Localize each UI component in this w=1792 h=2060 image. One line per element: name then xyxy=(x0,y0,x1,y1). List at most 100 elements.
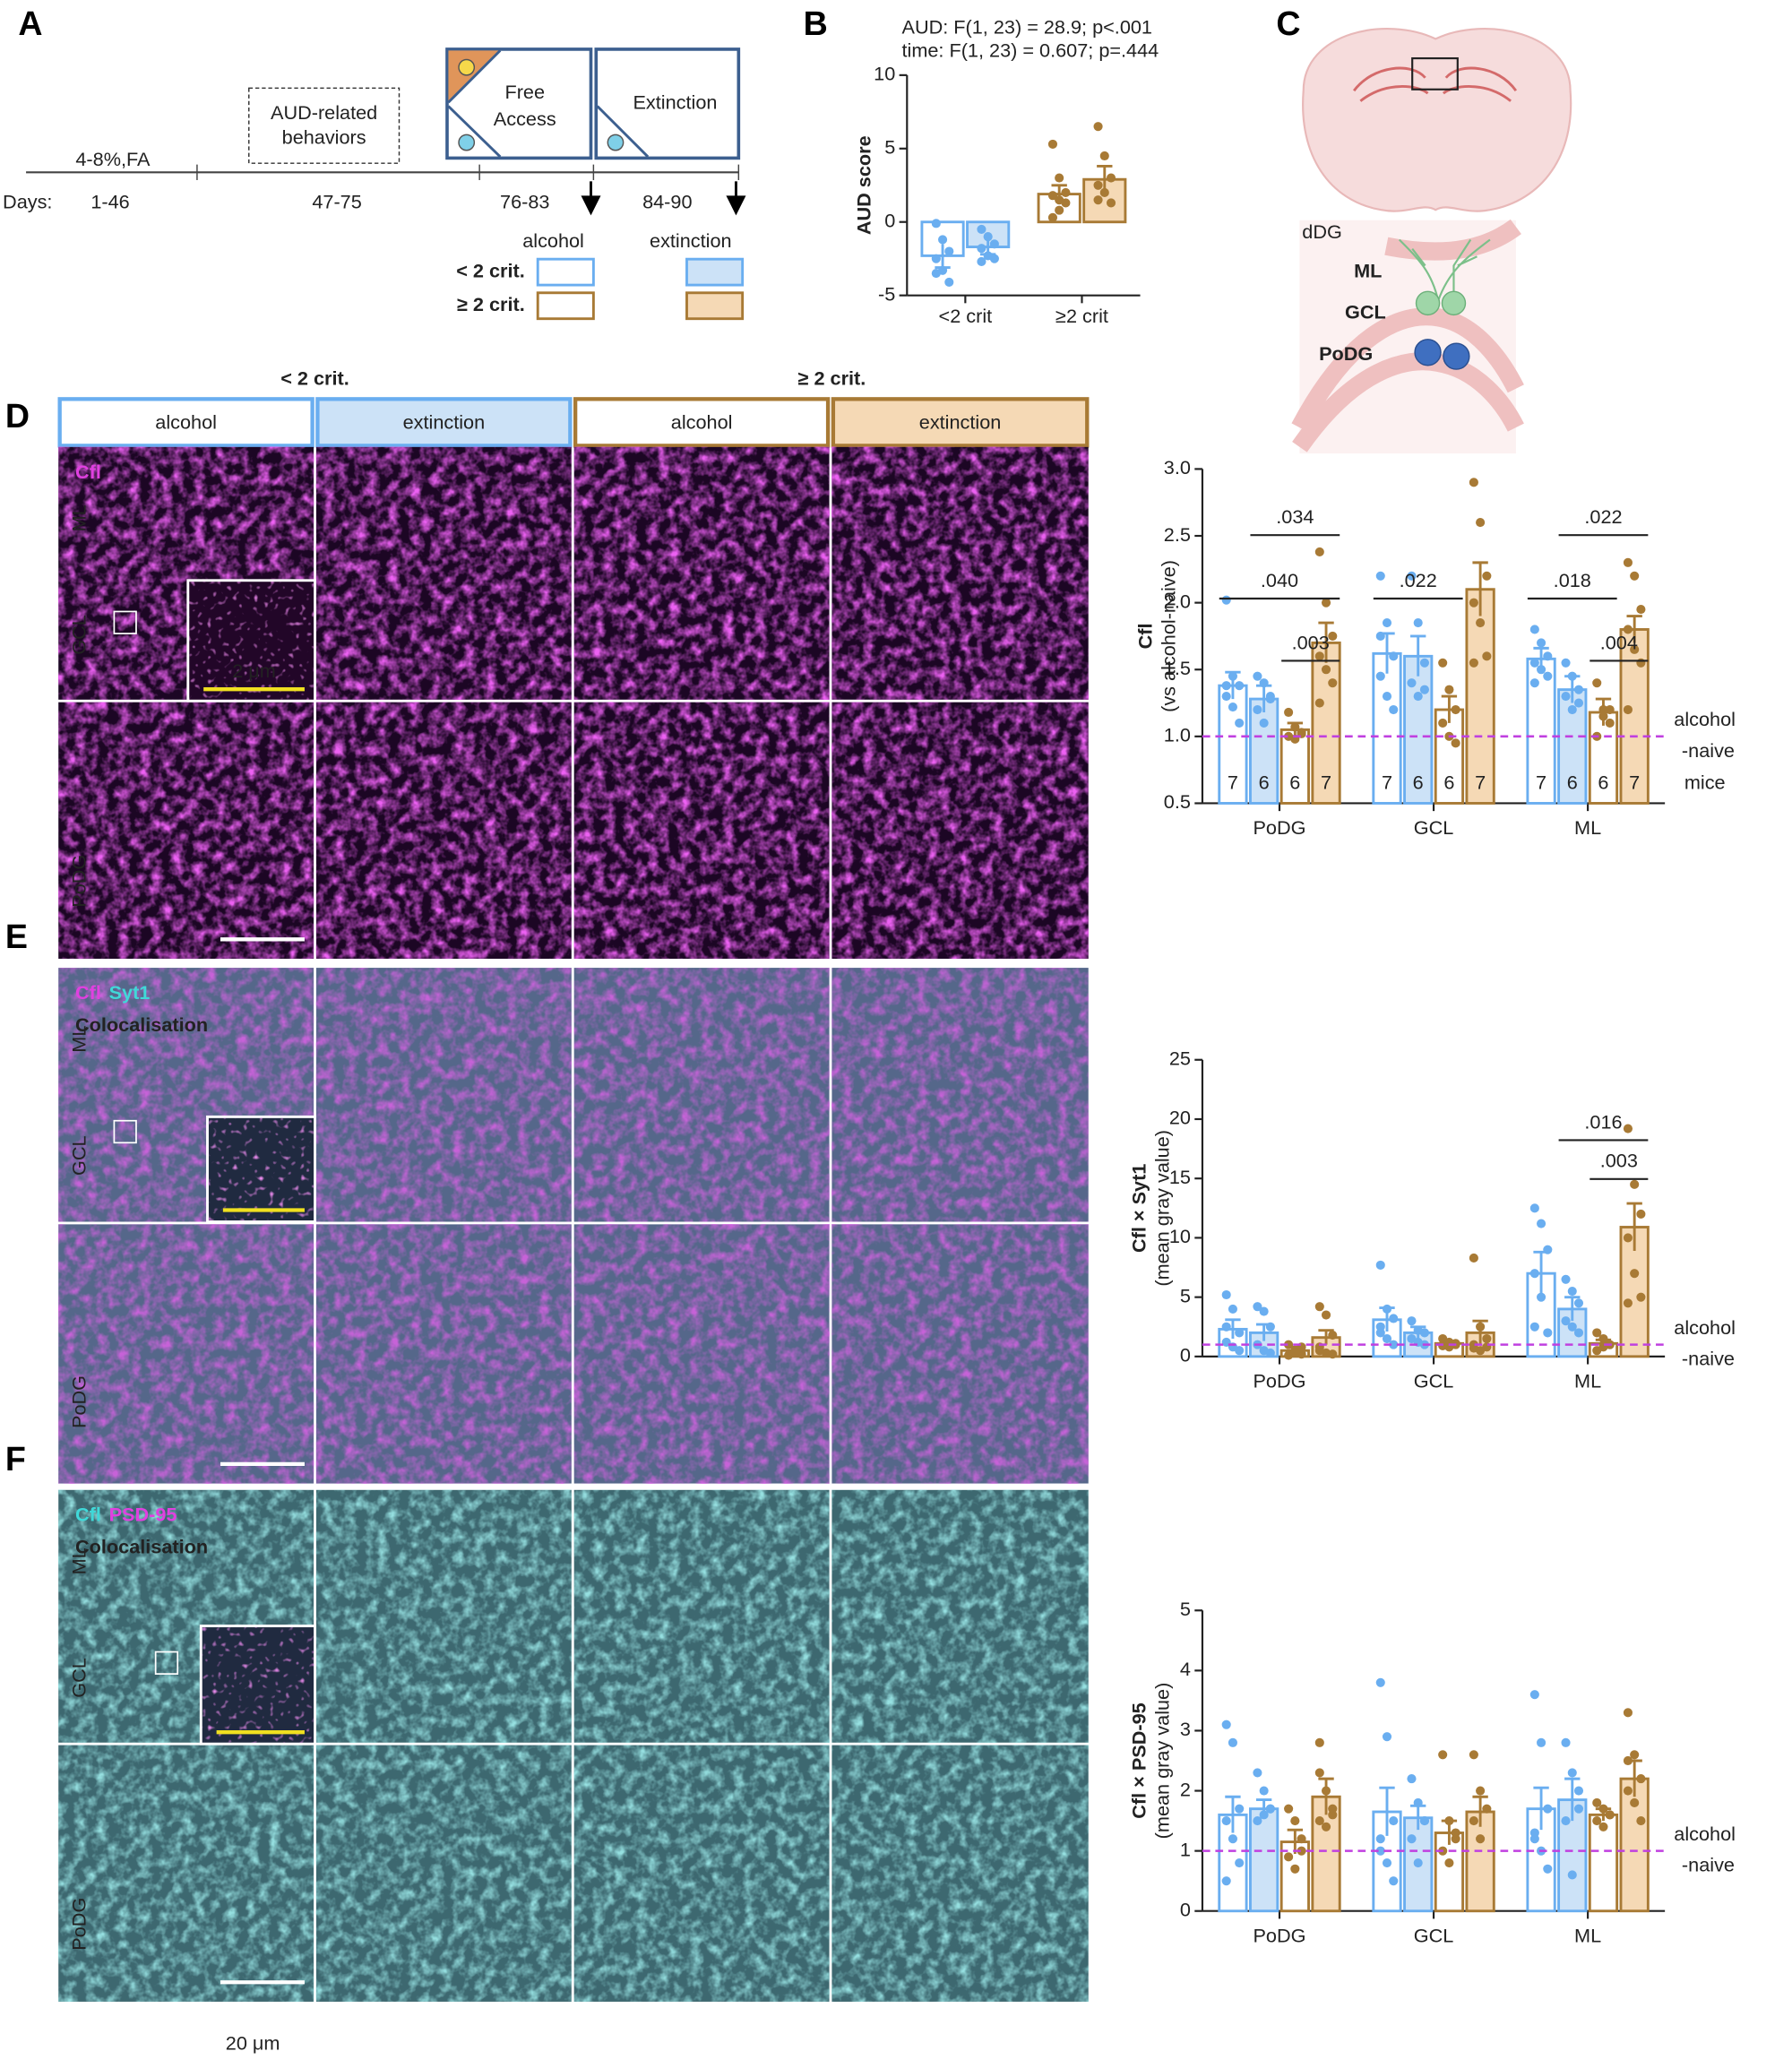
micrographs: alcohol extinction alcohol extinction D Cfl ML… xyxy=(5,397,1090,2054)
data-point xyxy=(1469,1750,1478,1760)
data-point xyxy=(1047,139,1058,149)
data-point xyxy=(1407,678,1417,688)
x-tick-label: ML xyxy=(1574,1370,1601,1392)
data-point xyxy=(1623,1708,1633,1718)
data-point xyxy=(1314,1302,1324,1312)
data-point xyxy=(1561,1274,1571,1284)
data-point xyxy=(1407,1834,1417,1844)
data-point xyxy=(977,244,986,254)
data-point xyxy=(1228,671,1237,681)
data-point xyxy=(1321,598,1331,608)
data-point xyxy=(1529,1203,1539,1213)
data-point xyxy=(1567,1870,1577,1880)
data-point xyxy=(1482,571,1492,581)
y-tick-label: 20 xyxy=(1169,1107,1191,1129)
sample-size: 6 xyxy=(1259,771,1270,794)
stain-label: Cfl PSD-95 xyxy=(75,1503,177,1525)
stain: Cfl xyxy=(75,1503,101,1525)
data-point xyxy=(1482,651,1492,661)
data-point xyxy=(1543,651,1553,661)
data-point xyxy=(1573,1804,1584,1814)
micrograph-signal xyxy=(573,1745,830,2002)
period: 84-90 xyxy=(642,191,692,213)
legend-swatch xyxy=(536,257,595,287)
chart-title: AUD: F(1, 23) = 28.9; p<.001 xyxy=(902,16,1152,39)
y-axis-label: Cfl × PSD-95 xyxy=(1127,1702,1150,1818)
data-point xyxy=(1623,704,1633,715)
data-point xyxy=(989,254,999,263)
region-label: PoDG xyxy=(68,1375,90,1428)
period: 47-75 xyxy=(312,191,361,213)
micrograph-signal xyxy=(573,1489,830,1743)
data-point xyxy=(1438,718,1448,728)
data-point xyxy=(1265,1804,1275,1814)
y-tick-label: 15 xyxy=(1169,1166,1191,1188)
data-point xyxy=(1047,191,1058,201)
micrograph-signal xyxy=(573,968,830,1222)
data-point xyxy=(1221,692,1231,702)
data-point xyxy=(1567,1286,1577,1297)
group-header: ≥ 2 crit. xyxy=(798,366,866,389)
data-point xyxy=(1419,658,1429,668)
y-tick-label: 0 xyxy=(1180,1344,1191,1366)
data-point xyxy=(1561,1816,1571,1826)
data-point xyxy=(1529,1322,1539,1332)
data-point xyxy=(1228,702,1237,712)
divider xyxy=(596,105,650,158)
column-header-box xyxy=(57,397,314,448)
y-axis-sublabel: (mean gray value) xyxy=(1150,1683,1173,1840)
y-axis-sublabel: (vs alcohol-naive) xyxy=(1158,560,1180,712)
data-point xyxy=(1636,658,1646,668)
data-point xyxy=(1061,198,1071,208)
data-point xyxy=(1047,212,1058,222)
data-point xyxy=(1265,1322,1275,1332)
data-point xyxy=(1253,1768,1262,1778)
data-point xyxy=(931,219,941,228)
y-tick-label: 0 xyxy=(884,209,895,231)
reference-label: alcohol xyxy=(1674,1823,1736,1845)
region-label: GCL xyxy=(68,615,90,655)
significance-label: .004 xyxy=(1600,631,1638,653)
y-axis-label: Cfl × Syt1 xyxy=(1127,1164,1150,1253)
data-point xyxy=(1438,1750,1448,1760)
data-point xyxy=(1444,685,1454,694)
sample-size: 6 xyxy=(1598,771,1608,794)
days-label: Days: xyxy=(3,191,52,213)
sample-size: 7 xyxy=(1321,771,1331,794)
data-point xyxy=(1623,557,1633,567)
y-tick-label: 1.0 xyxy=(1164,724,1191,746)
data-point xyxy=(1265,694,1275,704)
data-point xyxy=(1259,1810,1269,1820)
y-tick-label: 4 xyxy=(1180,1658,1191,1680)
box-label: Access xyxy=(494,108,556,130)
data-point xyxy=(1290,1816,1300,1826)
error-bar xyxy=(1379,1786,1395,1836)
data-point xyxy=(1389,651,1399,661)
sample-size: 6 xyxy=(1567,771,1578,794)
data-point xyxy=(1537,665,1546,675)
data-point xyxy=(1314,1768,1324,1778)
data-point xyxy=(1592,678,1602,688)
scale-bar-label: 20 μm xyxy=(226,2031,280,2054)
data-point xyxy=(1328,1804,1338,1814)
data-point xyxy=(1529,678,1539,688)
data-point xyxy=(1630,571,1640,581)
data-point xyxy=(1284,1804,1294,1814)
y-tick-label: 5 xyxy=(884,136,895,159)
error-bar xyxy=(1472,561,1488,616)
bottle-icon xyxy=(458,58,476,76)
data-point xyxy=(1382,1304,1392,1314)
micrograph-signal xyxy=(831,1489,1089,1743)
data-point xyxy=(1314,698,1324,708)
data-point xyxy=(1290,722,1300,732)
data-point xyxy=(1529,625,1539,634)
micrograph-signal xyxy=(831,1224,1089,1484)
data-point xyxy=(1567,671,1577,681)
legend-group: < 2 crit. xyxy=(456,259,524,281)
data-point xyxy=(1476,1322,1486,1332)
data-point xyxy=(1106,173,1116,183)
data-point xyxy=(1259,718,1269,728)
x-tick-label: ≥2 crit xyxy=(1055,305,1108,327)
significance-label: .022 xyxy=(1400,569,1437,591)
data-point xyxy=(1061,187,1071,198)
